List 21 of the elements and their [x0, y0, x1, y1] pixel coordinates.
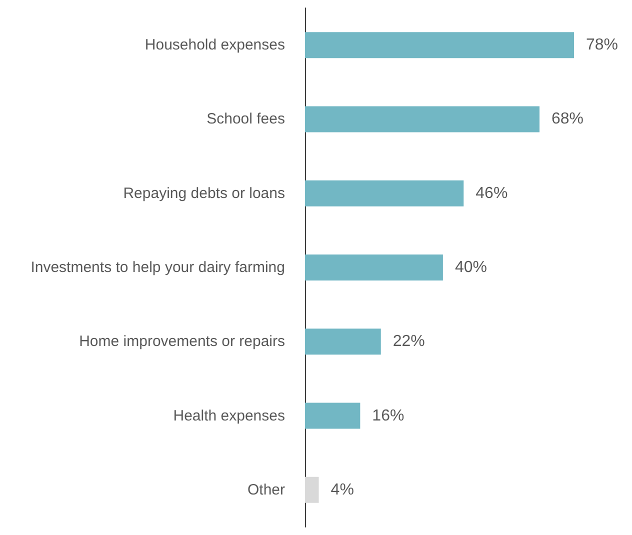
- data-label: 4%: [330, 481, 354, 498]
- data-label: 22%: [392, 333, 425, 350]
- y-tick-label: Investments to help your dairy farming: [30, 259, 285, 276]
- data-label: 16%: [372, 407, 404, 424]
- data-label: 78%: [586, 36, 618, 54]
- bar: [305, 32, 574, 58]
- y-tick-label: Other: [247, 481, 286, 498]
- data-label: 68%: [552, 110, 584, 128]
- y-tick-label: Household expenses: [144, 36, 285, 54]
- data-label: 40%: [454, 259, 487, 276]
- y-tick-label: Repaying debts or loans: [123, 184, 285, 202]
- y-tick-label: School fees: [206, 110, 285, 128]
- bar: [305, 402, 360, 429]
- bar: [305, 180, 464, 206]
- bar: [305, 476, 319, 503]
- bar: [305, 254, 443, 280]
- bar: [305, 328, 381, 355]
- y-tick-label: Health expenses: [173, 407, 285, 424]
- data-label: 46%: [476, 184, 508, 202]
- y-tick-label: Home improvements or repairs: [79, 333, 285, 350]
- bar: [305, 106, 540, 132]
